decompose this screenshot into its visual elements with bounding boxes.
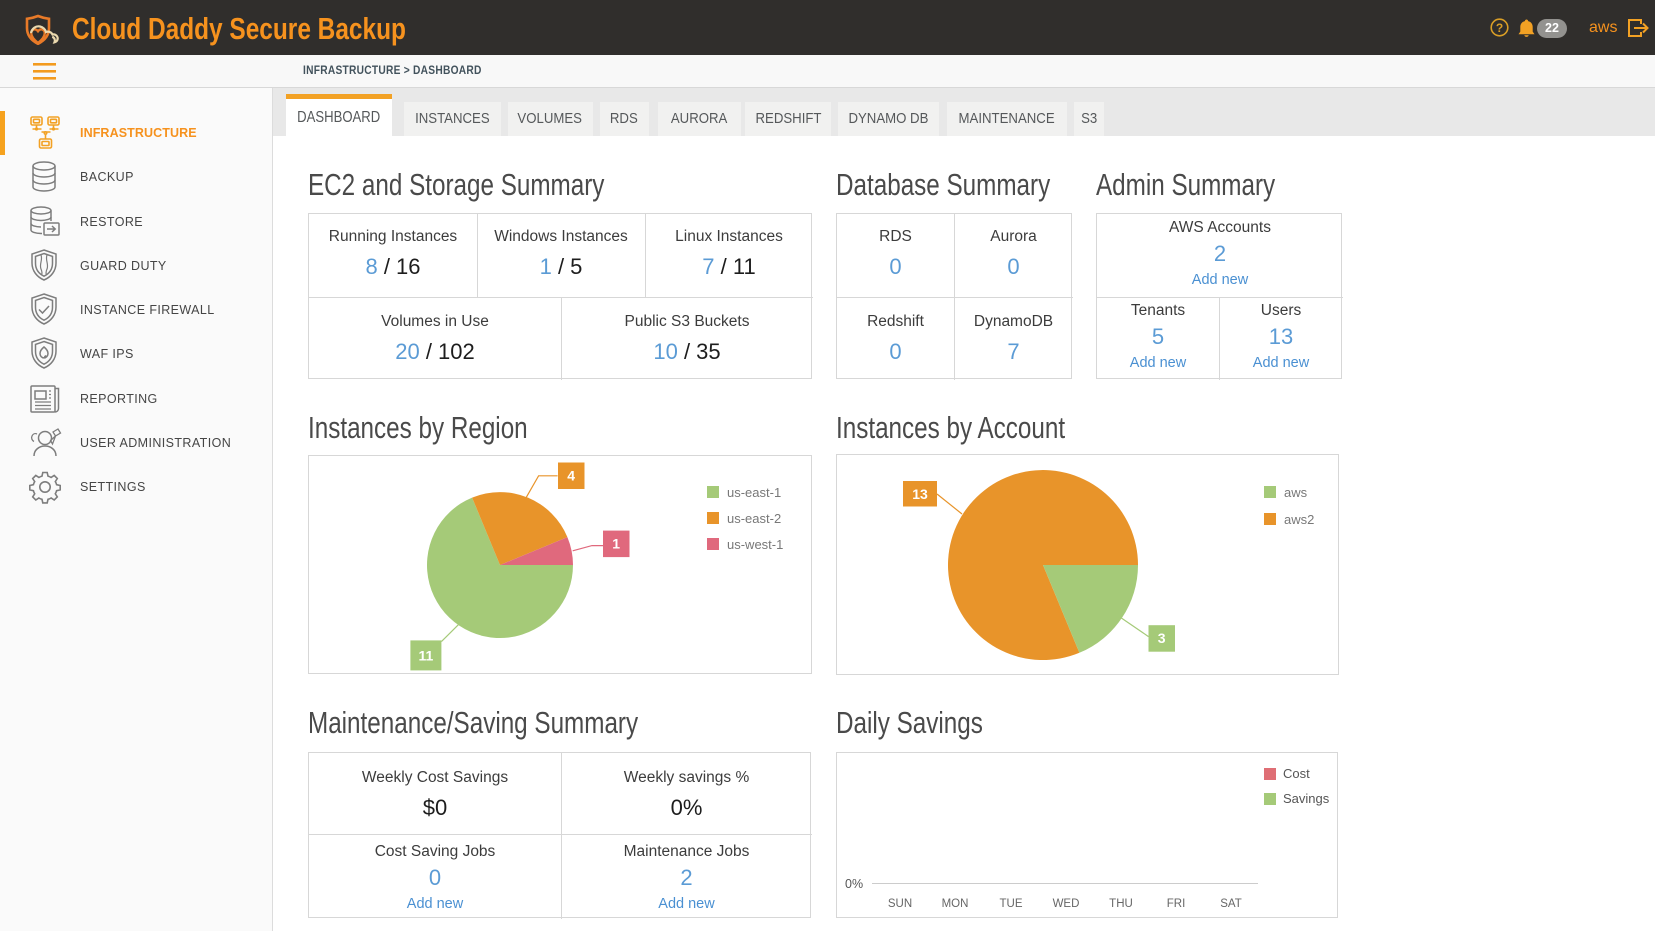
svg-text:13: 13: [912, 486, 928, 502]
svg-text:?: ?: [1496, 21, 1503, 35]
svg-text:1: 1: [612, 536, 620, 552]
svg-text:3: 3: [1158, 630, 1166, 646]
svg-text:4: 4: [567, 468, 575, 484]
svg-text:11: 11: [418, 647, 433, 663]
